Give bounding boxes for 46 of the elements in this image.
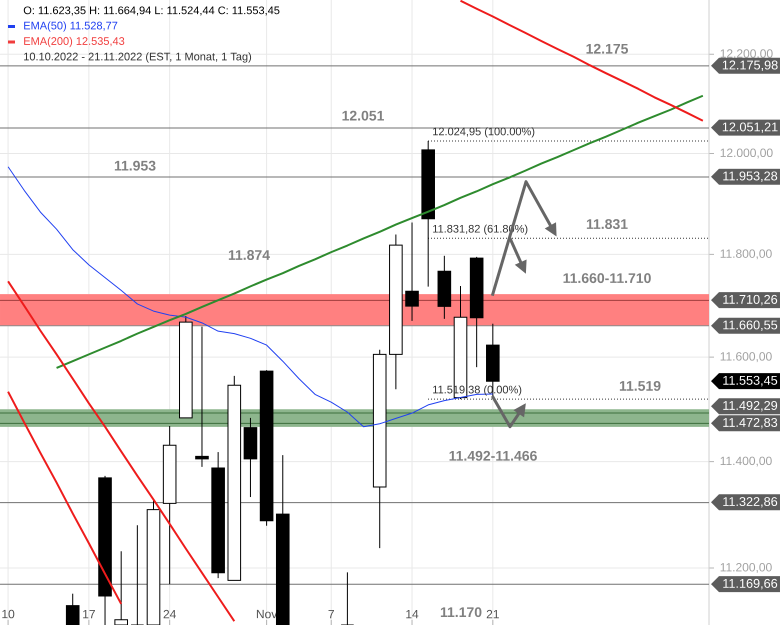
y-tick-label: 12.000,00 [720, 148, 773, 158]
y-tick-label: 11.400,00 [720, 456, 772, 467]
annotation: 11.874 [228, 250, 270, 260]
annotation: 11.953 [114, 160, 156, 171]
candlestick [66, 593, 80, 625]
y-tick-label: 11.800,00 [720, 249, 772, 260]
candlestick [130, 524, 144, 625]
annotation: 12.175 [586, 44, 628, 54]
ref-line-label: 11.492,29 [723, 400, 778, 412]
y-tick-label: 11.600,00 [720, 352, 772, 362]
y-tick-label: 11.200,00 [720, 563, 772, 573]
ref-line-label: 11.169,66 [723, 578, 778, 590]
y-tick-label: 12.200,00 [720, 49, 773, 60]
x-tick-label: 10 [2, 610, 14, 618]
candlestick [114, 550, 128, 625]
ref-line-label: 11.472,83 [723, 418, 778, 428]
legend-label: EMA(50) 11.528,77 [24, 21, 118, 32]
x-tick-label: 14 [406, 610, 418, 618]
ref-line-label: 12.051,21 [722, 122, 778, 133]
text: O: 11.623,35 H: 11.664,94 L: 11.524,44 C: 11.553,45 [24, 6, 280, 16]
ref-line-label: 12.024,95 (100.00%) [433, 127, 534, 138]
band-label: 11.492-11.466 [450, 450, 537, 461]
x-tick-label: Nov [256, 610, 278, 618]
annotation: 11.519 [620, 380, 660, 391]
annotation: 11.170 [440, 607, 482, 618]
legend-label: EMA(200) 12.535,43 [24, 36, 124, 48]
text: 11.553,45 [723, 376, 778, 386]
line-series [56, 94, 704, 369]
x-tick-label: 17 [83, 610, 95, 618]
line-series [7, 390, 122, 605]
band-label: 11.660-11.710 [564, 273, 651, 284]
annotation: 11.831 [586, 219, 628, 230]
candlestick [340, 572, 354, 625]
line-series [460, 0, 704, 122]
ref-line-label: 11.953,28 [723, 171, 778, 182]
text: 10.10.2022 - 21.11.2022 (EST, 1 Monat, 1 Tag) [24, 52, 252, 63]
ref-line-label: 11.322,86 [723, 497, 778, 508]
x-tick-label: 24 [164, 610, 176, 618]
ref-line-label: 11.660,55 [723, 320, 778, 331]
x-tick-label: 21 [486, 610, 499, 618]
ref-line-label: 12.175,98 [722, 60, 778, 72]
x-tick-label: 7 [328, 610, 334, 618]
annotation: 12.051 [342, 110, 384, 121]
ref-line-label: 11.710,26 [723, 294, 778, 306]
candlestick [405, 222, 419, 322]
candlestick [195, 326, 209, 468]
